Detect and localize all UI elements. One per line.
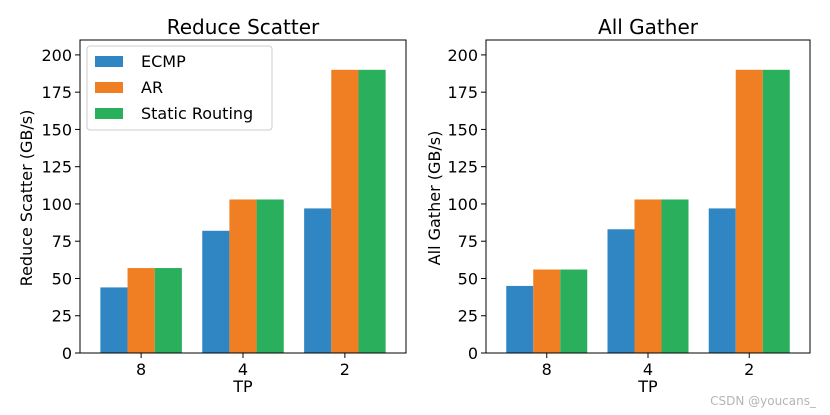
- y-tick-label: 0: [62, 344, 72, 363]
- chart-reduce-scatter: Reduce Scatter Reduce Scatter (GB/s) TP …: [17, 15, 407, 396]
- chart-all-gather: All Gather All Gather (GB/s) TP 0 25 50 75 1…: [425, 15, 811, 396]
- bar-ar-tp-8: [533, 269, 561, 353]
- bar-ar-tp-8: [127, 268, 155, 353]
- bar-ar-tp-2: [331, 69, 359, 353]
- bar-group: [100, 69, 386, 353]
- legend-item-ar: AR: [95, 78, 163, 97]
- bar-ecmp-tp-8: [506, 285, 534, 353]
- y-axis-label: All Gather (GB/s): [425, 131, 444, 266]
- x-axis-label: TP: [637, 377, 658, 396]
- y-axis-ticks: 0 25 50 75 100 125 150 175 200: [41, 46, 80, 363]
- x-axis-ticks: 8 4 2: [136, 353, 350, 379]
- y-tick-label: 25: [52, 307, 72, 326]
- y-tick-label: 150: [447, 120, 478, 139]
- legend-label-ar: AR: [141, 78, 163, 97]
- bar-static-routing-tp-4: [256, 199, 284, 353]
- y-tick-label: 175: [41, 83, 72, 102]
- x-tick-label: 8: [542, 360, 552, 379]
- y-tick-label: 0: [468, 344, 478, 363]
- y-tick-label: 50: [52, 269, 72, 288]
- x-tick-label: 2: [340, 360, 350, 379]
- plot-frame: [485, 39, 811, 354]
- bar-static-routing-tp-8: [154, 268, 182, 353]
- bar-ecmp-tp-2: [304, 208, 332, 353]
- y-tick-label: 25: [458, 307, 478, 326]
- x-tick-label: 8: [136, 360, 146, 379]
- chart-title: All Gather: [598, 15, 699, 39]
- y-tick-label: 125: [41, 158, 72, 177]
- y-tick-label: 100: [447, 195, 478, 214]
- x-tick-label: 2: [744, 360, 754, 379]
- y-tick-label: 200: [41, 46, 72, 65]
- bar-static-routing-tp-8: [560, 269, 588, 353]
- bar-ar-tp-2: [735, 69, 763, 353]
- bar-static-routing-tp-2: [762, 69, 790, 353]
- legend-swatch-ar: [95, 82, 123, 93]
- y-tick-label: 75: [458, 232, 478, 251]
- plot-frame: [79, 39, 407, 354]
- legend: ECMP AR Static Routing: [86, 45, 273, 131]
- y-tick-label: 200: [447, 46, 478, 65]
- legend-item-static-routing: Static Routing: [95, 104, 253, 123]
- bar-ecmp-tp-2: [708, 208, 736, 353]
- legend-swatch-static-routing: [95, 108, 123, 119]
- y-tick-label: 100: [41, 195, 72, 214]
- legend-label-static-routing: Static Routing: [141, 104, 253, 123]
- y-tick-label: 175: [447, 83, 478, 102]
- bar-static-routing-tp-4: [661, 199, 689, 353]
- bar-ecmp-tp-8: [100, 287, 128, 353]
- y-axis-ticks: 0 25 50 75 100 125 150 175 200: [447, 46, 486, 363]
- x-axis-ticks: 8 4 2: [542, 353, 754, 379]
- bar-ecmp-tp-4: [202, 230, 230, 353]
- y-tick-label: 150: [41, 120, 72, 139]
- y-tick-label: 50: [458, 269, 478, 288]
- legend-swatch-ecmp: [95, 56, 123, 67]
- legend-box: [86, 45, 273, 131]
- watermark: CSDN @youcans_: [710, 394, 817, 408]
- bar-ar-tp-4: [634, 199, 662, 353]
- x-tick-label: 4: [643, 360, 653, 379]
- bar-group: [506, 69, 790, 353]
- chart-title: Reduce Scatter: [167, 15, 320, 39]
- y-tick-label: 125: [447, 158, 478, 177]
- x-axis-label: TP: [232, 377, 253, 396]
- x-tick-label: 4: [238, 360, 248, 379]
- legend-label-ecmp: ECMP: [141, 52, 186, 71]
- y-tick-label: 75: [52, 232, 72, 251]
- bar-static-routing-tp-2: [358, 69, 386, 353]
- y-axis-label: Reduce Scatter (GB/s): [17, 110, 36, 287]
- legend-item-ecmp: ECMP: [95, 52, 186, 71]
- bar-ecmp-tp-4: [607, 229, 635, 353]
- bar-ar-tp-4: [229, 199, 257, 353]
